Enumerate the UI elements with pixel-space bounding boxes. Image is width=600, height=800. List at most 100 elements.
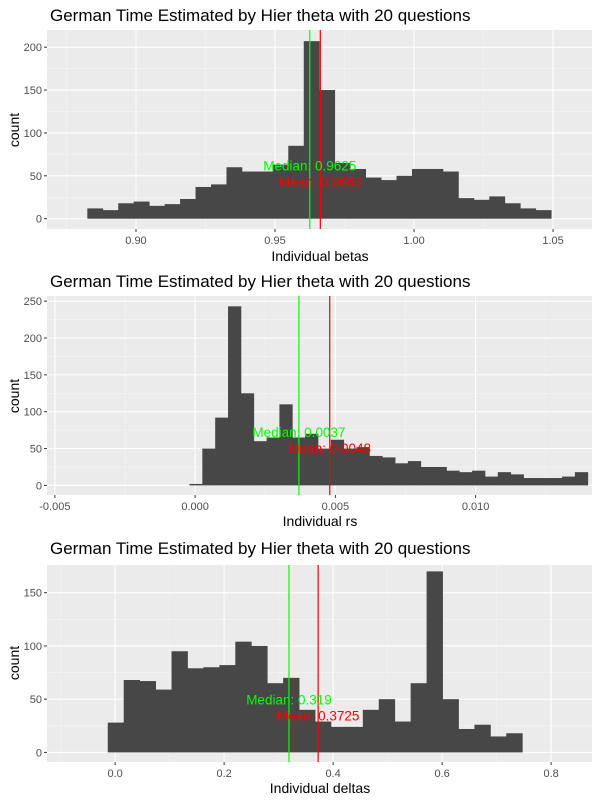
panel-2-histogram-bar xyxy=(253,441,267,486)
panel-2-histogram-bar xyxy=(382,457,396,486)
panel-2-histogram-bar xyxy=(484,476,499,486)
panel-3-histogram-bar xyxy=(123,680,141,753)
panel-1-histogram-bar xyxy=(427,168,444,219)
panel-1-x-tick-label: 1.05 xyxy=(542,235,563,247)
panel-1-histogram-bar xyxy=(288,145,305,219)
panel-1-histogram-bar xyxy=(303,41,320,219)
panel-1-x-tick-label: 1.00 xyxy=(403,235,424,247)
panel-2-x-tick-label: 0.000 xyxy=(181,501,209,513)
panel-1-y-tick-label: 50 xyxy=(30,171,42,183)
panel-3-x-tick-label: 0.6 xyxy=(434,768,449,780)
panel-2-histogram-bar xyxy=(497,472,512,486)
panel-2-histogram-bar xyxy=(523,478,537,486)
panel-1-histogram-bar xyxy=(504,203,521,219)
panel-2-y-tick-label: 150 xyxy=(24,370,42,382)
panel-1-x-tick-label: 0.90 xyxy=(125,235,146,247)
panel-1-histogram-bar xyxy=(489,196,506,219)
panel-3-median-label: Median: 0.319 xyxy=(246,692,332,707)
panel-2-histogram-bar xyxy=(562,476,576,486)
panel-3-histogram-bar xyxy=(219,665,236,753)
panel-1-histogram-bar xyxy=(458,198,475,219)
panel-1-x-axis-label: Individual betas xyxy=(271,248,368,264)
panel-3-x-tick-label: 0.4 xyxy=(325,768,340,780)
panel-2-mean-label: Mean: 0.0048 xyxy=(288,441,371,456)
panel-1-y-tick-label: 200 xyxy=(24,42,42,54)
panel-1-histogram-bar xyxy=(473,199,490,219)
panel-2-x-axis-label: Individual rs xyxy=(283,513,358,529)
panel-2-histogram-bar xyxy=(330,439,345,486)
panel-3-x-axis-label: Individual deltas xyxy=(270,780,370,796)
panel-2-histogram-bar xyxy=(510,474,524,486)
panel-2-y-tick-label: 0 xyxy=(36,480,42,492)
panel-3-histogram-bar xyxy=(346,726,364,753)
panel-2-histogram-bar xyxy=(215,417,229,486)
panel-3-mean-label: Mean: 0.3725 xyxy=(277,708,360,723)
panel-2-histogram-bar xyxy=(407,461,422,486)
panel-1-histogram-bar xyxy=(180,198,196,219)
panel-2-histogram-bar xyxy=(420,466,434,486)
panel-2-histogram-bar xyxy=(240,393,255,486)
panel-1-y-tick-label: 0 xyxy=(36,214,42,226)
panel-2-x-tick-label: -0.005 xyxy=(39,501,70,513)
panel-2-x-tick-label: 0.005 xyxy=(322,501,350,513)
panel-3-histogram-bar xyxy=(139,681,156,753)
panel-3-title: German Time Estimated by Hier theta with… xyxy=(50,539,470,558)
panel-1-histogram-bar xyxy=(164,204,181,219)
panel-3-histogram-bar xyxy=(394,721,412,753)
panel-2-histogram-bar xyxy=(433,466,447,486)
panel-1-histogram-bar xyxy=(102,210,119,219)
panel-2-x-tick-label: 0.010 xyxy=(462,501,490,513)
panel-2-histogram-bar xyxy=(305,433,319,486)
panel-3-y-tick-label: 150 xyxy=(24,588,42,600)
panel-2-histogram-bar xyxy=(574,472,589,486)
panel-1-histogram-bar xyxy=(226,167,243,219)
panel-1-y-axis-label: count xyxy=(6,113,22,147)
panel-3-histogram-bar xyxy=(267,683,284,753)
panel-3-histogram-bar xyxy=(299,709,316,753)
panel-1-histogram-bar xyxy=(396,175,413,219)
panel-1-x-tick-label: 0.95 xyxy=(264,235,285,247)
panel-1-median-label: Median: 0.9625 xyxy=(263,159,356,174)
panel-1-histogram-bar xyxy=(381,180,397,219)
panel-1-histogram-bar xyxy=(334,162,351,219)
panel-3-histogram-bar xyxy=(506,733,523,753)
panel-3-histogram-bar xyxy=(187,668,204,753)
panel-1-histogram-bar xyxy=(411,168,428,219)
panel-3-histogram-bar xyxy=(107,722,125,753)
panel-2-median-label: Median: 0.0037 xyxy=(252,425,345,440)
panel-2-histogram-bar xyxy=(356,447,370,486)
panel-3-histogram-bar xyxy=(474,724,491,753)
panel-3-histogram-bar xyxy=(203,667,220,753)
panel-3-histogram-bar xyxy=(235,641,252,753)
panel-2-histogram-bar xyxy=(228,306,242,486)
panel-3-histogram-bar xyxy=(171,651,188,753)
panel-2-y-tick-label: 100 xyxy=(24,407,42,419)
panel-3-histogram-bar xyxy=(155,689,172,753)
panel-1-y-tick-label: 100 xyxy=(24,128,42,140)
panel-2-histogram-bar xyxy=(189,483,203,486)
panel-3-x-tick-label: 0.8 xyxy=(543,768,558,780)
panel-1-histogram-bar xyxy=(442,171,459,219)
panel-1-histogram-bar xyxy=(87,208,104,219)
panel-1-histogram-bar xyxy=(241,171,258,219)
panel-3-histogram-bar xyxy=(330,726,348,753)
panel-3-y-tick-label: 50 xyxy=(30,694,42,706)
panel-2-histogram-bar xyxy=(279,404,293,486)
panel-1-title: German Time Estimated by Hier theta with… xyxy=(50,6,470,25)
panel-2-histogram-bar xyxy=(266,437,280,486)
panel-1-histogram-bar xyxy=(272,164,289,219)
panel-3-histogram-bar xyxy=(410,683,427,753)
panel-2-y-tick-label: 200 xyxy=(24,333,42,345)
panel-3-histogram-bar xyxy=(362,709,380,753)
panel-1-histogram-bar xyxy=(133,201,150,219)
panel-1-y-tick-label: 150 xyxy=(24,85,42,97)
panel-2-histogram-bar xyxy=(369,455,383,486)
panel-2-y-axis-label: count xyxy=(6,379,22,413)
panel-3-histogram-bar xyxy=(378,699,396,753)
panel-2-y-tick-label: 250 xyxy=(24,296,42,308)
panel-1-histogram-bar xyxy=(319,90,336,219)
panel-1-histogram-bar xyxy=(118,203,135,219)
